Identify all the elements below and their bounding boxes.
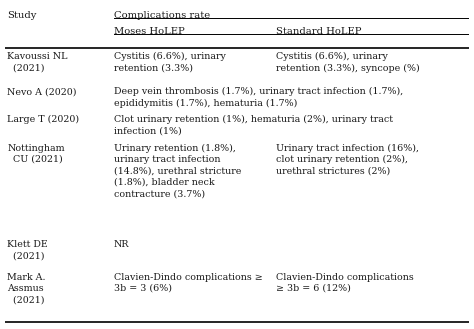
Text: Nevo A (2020): Nevo A (2020) — [7, 87, 77, 96]
Text: NR: NR — [114, 240, 129, 249]
Text: Clavien-Dindo complications
≥ 3b = 6 (12%): Clavien-Dindo complications ≥ 3b = 6 (12… — [276, 272, 414, 293]
Text: Large T (2020): Large T (2020) — [7, 114, 79, 124]
Text: Nottingham
  CU (2021): Nottingham CU (2021) — [7, 143, 64, 164]
Text: Clot urinary retention (1%), hematuria (2%), urinary tract
infection (1%): Clot urinary retention (1%), hematuria (… — [114, 114, 393, 135]
Text: Urinary tract infection (16%),
clot urinary retention (2%),
urethral strictures : Urinary tract infection (16%), clot urin… — [276, 143, 419, 176]
Text: Clavien-Dindo complications ≥
3b = 3 (6%): Clavien-Dindo complications ≥ 3b = 3 (6%… — [114, 272, 263, 293]
Text: Urinary retention (1.8%),
urinary tract infection
(14.8%), urethral stricture
(1: Urinary retention (1.8%), urinary tract … — [114, 143, 241, 198]
Text: Complications rate: Complications rate — [114, 12, 210, 20]
Text: Moses HoLEP: Moses HoLEP — [114, 27, 185, 36]
Text: Mark A.
Assmus
  (2021): Mark A. Assmus (2021) — [7, 272, 46, 304]
Text: Standard HoLEP: Standard HoLEP — [276, 27, 362, 36]
Text: Study: Study — [7, 12, 36, 20]
Text: Klett DE
  (2021): Klett DE (2021) — [7, 240, 48, 261]
Text: Deep vein thrombosis (1.7%), urinary tract infection (1.7%),
epididymitis (1.7%): Deep vein thrombosis (1.7%), urinary tra… — [114, 87, 403, 108]
Text: Cystitis (6.6%), urinary
retention (3.3%), syncope (%): Cystitis (6.6%), urinary retention (3.3%… — [276, 52, 420, 73]
Text: Cystitis (6.6%), urinary
retention (3.3%): Cystitis (6.6%), urinary retention (3.3%… — [114, 52, 226, 73]
Text: Kavoussi NL
  (2021): Kavoussi NL (2021) — [7, 52, 68, 73]
